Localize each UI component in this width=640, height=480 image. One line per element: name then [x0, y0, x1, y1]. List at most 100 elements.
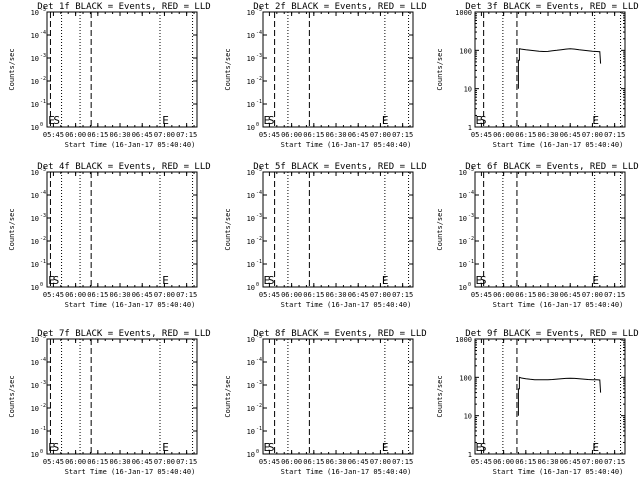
plot-frame [262, 171, 414, 288]
x-axis-ticks: 05:45 06:00 06:15 06:30 06:45 07:00 07:15 [43, 12, 197, 139]
x-tick-label: 07:00 [370, 291, 391, 299]
y-tick-exponent: -2 [256, 403, 262, 409]
x-tick-label: 06:45 [132, 291, 153, 299]
y-axis-title: Counts/sec [436, 375, 444, 417]
x-tick-label: 06:30 [537, 458, 558, 466]
panel-det-3f: Det 3f BLACK = Events, RED = LLD 1 10 100 10… [436, 2, 639, 149]
start-marker: S [480, 274, 487, 287]
y-tick-label: 10 [31, 101, 39, 109]
x-axis-ticks: 05:45 06:00 06:15 06:30 06:45 07:00 07:15 [471, 172, 625, 299]
x-tick-label: 06:30 [109, 458, 130, 466]
y-tick-label: 1 [468, 124, 472, 132]
x-tick-label: 05:45 [43, 131, 64, 139]
end-marker: E [475, 274, 482, 287]
y-tick-label: 10 [247, 101, 255, 109]
y-axis-ticks: 1 10 100 1000 [455, 9, 625, 132]
x-tick-label: 06:00 [281, 131, 302, 139]
end-marker: E [48, 274, 55, 287]
y-tick-label: 10 [459, 215, 467, 223]
y-tick-exponent: -5 [40, 167, 46, 173]
y-tick-label: 10 [247, 284, 255, 292]
x-tick-label: 07:00 [154, 458, 175, 466]
x-tick-label: 05:45 [471, 131, 492, 139]
y-tick-label: 10 [31, 78, 39, 86]
x-tick-label: 06:45 [560, 131, 581, 139]
y-tick-label: 10 [31, 405, 39, 413]
x-tick-label: 06:30 [537, 131, 558, 139]
y-tick-exponent: -5 [256, 7, 262, 13]
x-tick-label: 07:00 [582, 291, 603, 299]
reference-lines [483, 339, 622, 454]
y-tick-label: 10 [247, 215, 255, 223]
x-axis-title: Start Time (16-Jan-17 05:40:40) [281, 141, 412, 149]
y-tick-label: 10 [247, 32, 255, 40]
y-tick-label: 10 [247, 451, 255, 459]
end-marker: E [382, 114, 389, 127]
x-tick-label: 05:45 [259, 131, 280, 139]
end-marker: E [162, 274, 169, 287]
reference-lines [49, 12, 194, 127]
x-tick-label: 06:45 [348, 458, 369, 466]
start-marker: S [268, 274, 275, 287]
start-marker: S [268, 114, 275, 127]
x-tick-label: 06:30 [109, 131, 130, 139]
plot-frame [46, 11, 198, 128]
y-tick-label: 10 [31, 9, 39, 17]
y-tick-exponent: -2 [40, 236, 46, 242]
y-tick-label: 10 [247, 336, 255, 344]
y-tick-exponent: 0 [40, 282, 43, 288]
x-tick-label: 06:00 [281, 291, 302, 299]
end-marker: E [263, 114, 270, 127]
y-tick-exponent: -3 [468, 213, 474, 219]
start-marker: S [480, 441, 487, 454]
reference-lines [483, 12, 622, 127]
end-marker: E [263, 274, 270, 287]
y-tick-exponent: -2 [40, 403, 46, 409]
y-tick-label: 10 [31, 169, 39, 177]
x-axis-ticks: 05:45 06:00 06:15 06:30 06:45 07:00 07:15 [471, 12, 625, 139]
y-tick-label: 10 [247, 78, 255, 86]
panel-title: Det 1f BLACK = Events, RED = LLD [37, 2, 210, 12]
y-tick-label: 10 [247, 192, 255, 200]
panel-title: Det 3f BLACK = Events, RED = LLD [465, 2, 638, 12]
plot-frame [46, 338, 198, 455]
end-marker: E [48, 114, 55, 127]
y-tick-label: 10 [31, 359, 39, 367]
x-tick-label: 06:30 [325, 291, 346, 299]
x-tick-label: 06:30 [325, 458, 346, 466]
panel-title: Det 2f BLACK = Events, RED = LLD [253, 2, 426, 12]
panel-title: Det 6f BLACK = Events, RED = LLD [465, 162, 638, 172]
x-tick-label: 06:45 [348, 131, 369, 139]
y-tick-label: 10 [247, 405, 255, 413]
x-tick-label: 07:15 [176, 458, 197, 466]
y-tick-label: 1 [468, 451, 472, 459]
y-axis-title: Counts/sec [436, 48, 444, 90]
start-marker: S [53, 274, 60, 287]
end-marker: E [162, 441, 169, 454]
y-tick-exponent: 0 [40, 122, 43, 128]
events-series-line [517, 376, 602, 416]
end-marker: E [382, 274, 389, 287]
y-tick-exponent: -4 [256, 30, 262, 36]
reference-lines [274, 339, 410, 454]
x-axis-ticks: 05:45 06:00 06:15 06:30 06:45 07:00 07:15 [259, 172, 413, 299]
reference-lines [274, 172, 410, 287]
x-tick-label: 06:00 [65, 458, 86, 466]
panel-title: Det 4f BLACK = Events, RED = LLD [37, 162, 210, 172]
x-axis-title: Start Time (16-Jan-17 05:40:40) [65, 468, 196, 476]
start-marker: S [480, 114, 487, 127]
y-axis-title: Counts/sec [224, 375, 232, 417]
x-tick-label: 05:45 [471, 458, 492, 466]
x-tick-label: 07:15 [392, 131, 413, 139]
x-axis-ticks: 05:45 06:00 06:15 06:30 06:45 07:00 07:15 [43, 339, 197, 466]
y-tick-exponent: -1 [256, 99, 262, 105]
x-tick-label: 06:15 [515, 458, 536, 466]
x-tick-label: 06:30 [325, 131, 346, 139]
